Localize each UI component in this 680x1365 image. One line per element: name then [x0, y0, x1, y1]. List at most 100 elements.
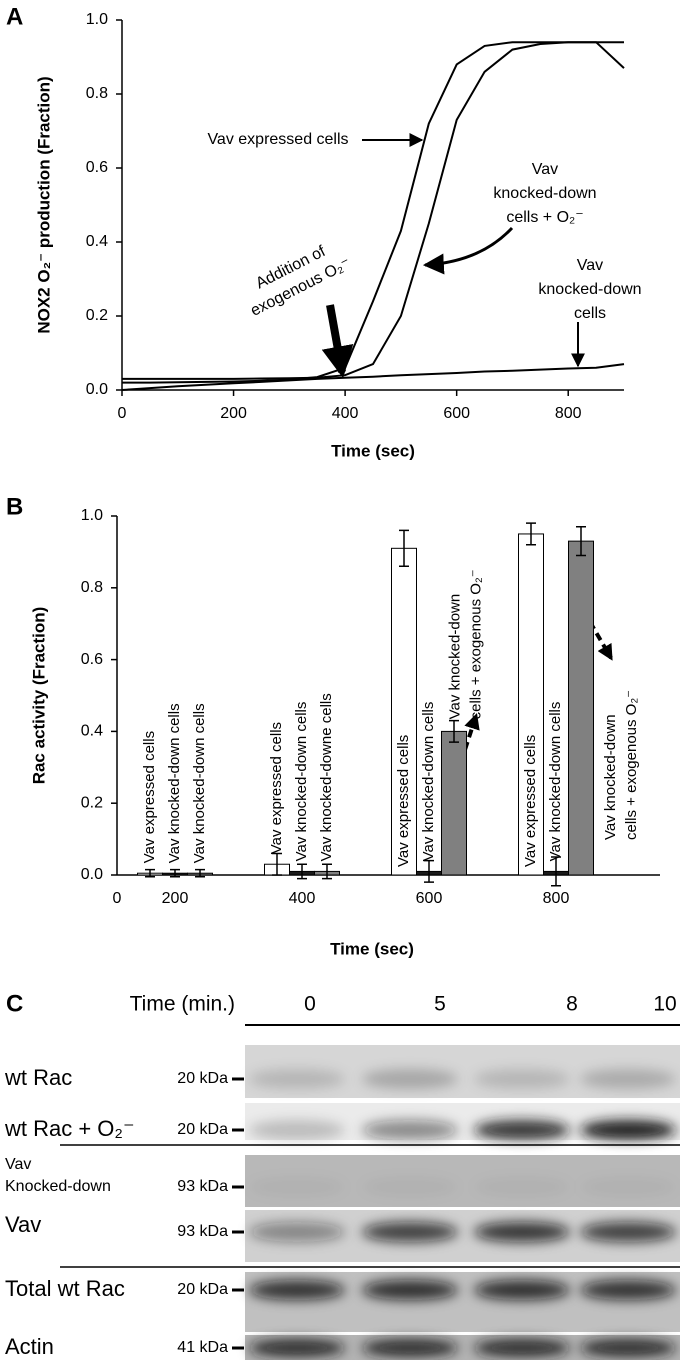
- y-tick-label: 0.8: [81, 579, 103, 596]
- error-bar: [399, 529, 409, 568]
- bar-label: Vav knocked-down cells: [293, 702, 310, 862]
- bar-label: Vav expressed cells: [522, 735, 539, 867]
- bar: [441, 730, 467, 876]
- bar: [391, 547, 417, 876]
- size-label: 41 kDa: [177, 1339, 228, 1356]
- bar-label: Vav expressed cells: [395, 735, 412, 867]
- size-label: 93 kDa: [177, 1178, 228, 1195]
- size-label: 20 kDa: [177, 1281, 228, 1298]
- blot-band: [362, 1177, 458, 1197]
- x-axis-title: Time (sec): [330, 939, 414, 958]
- series-annotation: Vav knocked-down cells: [538, 257, 641, 322]
- bar-label-group: Vav knocked-down cells + exogenous O₂⁻: [602, 690, 640, 840]
- blot-band: [580, 1069, 676, 1089]
- time-value: 0: [304, 993, 316, 1016]
- annotation-arrow: [459, 712, 480, 763]
- error-bar: [526, 522, 536, 546]
- y-tick-label: 0.0: [86, 381, 108, 398]
- y-tick-label: 0.4: [86, 233, 108, 250]
- annotation-group: Addition ofexogenous O₂⁻: [248, 243, 354, 320]
- y-axis-title-group: Rac activity (Fraction): [29, 607, 48, 785]
- x-origin-label: 0: [113, 890, 122, 907]
- bar-label-group: Vav knocked-down cells: [420, 702, 437, 862]
- bar-label: Vav knocked-down cells + exogenous O₂⁻: [602, 690, 640, 840]
- row-label: Actin: [5, 1334, 54, 1359]
- y-axis-title-group: NOX2 O₂⁻ production (Fraction): [34, 76, 53, 333]
- bar-label: Vav knocked-down cells: [191, 703, 208, 863]
- y-tick-label: 1.0: [86, 11, 108, 28]
- bar-label-group: Vav expressed cells: [395, 735, 412, 867]
- bar-label-group: Vav knocked-down cells: [293, 702, 310, 862]
- bar-label: Vav knocked-downe cells: [318, 693, 335, 861]
- row-label: Vav: [5, 1212, 41, 1237]
- error-bar: [170, 868, 180, 878]
- bar-label: Vav expressed cells: [141, 731, 158, 863]
- blot-band: [249, 1177, 345, 1197]
- bar-label: Vav knocked-down cells: [420, 702, 437, 862]
- blot-band: [580, 1280, 676, 1300]
- panel-label: A: [6, 3, 23, 30]
- error-bar: [424, 859, 434, 883]
- x-tick-label: 800: [543, 890, 570, 907]
- bar-label-group: Vav expressed cells: [522, 735, 539, 867]
- blot-band: [362, 1339, 458, 1357]
- x-tick-label: 0: [118, 405, 127, 422]
- size-label: 20 kDa: [177, 1070, 228, 1087]
- panel-label: B: [6, 493, 23, 520]
- series-annotation: Vav expressed cells: [207, 131, 348, 148]
- bar-label: Vav knocked-down cells + exogenous O₂⁻: [446, 569, 484, 719]
- blot-band: [474, 1120, 570, 1140]
- size-label: 20 kDa: [177, 1121, 228, 1138]
- blot-band: [474, 1069, 570, 1089]
- blot-band: [362, 1120, 458, 1140]
- bar-label-group: Vav expressed cells: [141, 731, 158, 863]
- series-annotation: Vav knocked-down cells + O₂⁻: [493, 161, 596, 226]
- y-tick-label: 0.4: [81, 723, 103, 740]
- blot-band: [474, 1339, 570, 1357]
- line: [122, 41, 625, 380]
- line: [121, 363, 625, 391]
- row-label: wt Rac: [4, 1065, 72, 1090]
- blot-band: [249, 1222, 345, 1242]
- y-tick-label: 0.0: [81, 866, 103, 883]
- annotation-arrow: [321, 304, 354, 379]
- error-bar: [576, 526, 586, 557]
- x-tick-label: 800: [555, 405, 582, 422]
- blot-band: [580, 1177, 676, 1197]
- blot-band: [249, 1339, 345, 1357]
- error-bar: [272, 852, 282, 876]
- blot-band: [249, 1280, 345, 1300]
- error-bar: [449, 719, 459, 743]
- x-tick-label: 400: [332, 405, 359, 422]
- y-tick-label: 1.0: [81, 507, 103, 524]
- time-value: 5: [434, 993, 446, 1016]
- x-tick-label: 200: [220, 405, 247, 422]
- bar-label-group: Vav knocked-down cells: [166, 703, 183, 863]
- error-bar: [551, 856, 561, 887]
- annotation-arrow: [422, 226, 514, 275]
- error-bar: [195, 868, 205, 878]
- blot-band: [580, 1222, 676, 1242]
- blot-band: [580, 1339, 676, 1357]
- y-tick-label: 0.6: [86, 159, 108, 176]
- error-bar: [297, 863, 307, 880]
- bar-label-group: Vav knocked-downe cells: [318, 693, 335, 861]
- x-axis-title: Time (sec): [331, 441, 415, 460]
- blot-band: [249, 1120, 345, 1140]
- x-tick-label: 600: [416, 890, 443, 907]
- row-label: wt Rac + O₂⁻: [4, 1116, 135, 1141]
- time-value: 8: [566, 993, 578, 1016]
- bar-label: Vav knocked-down cells: [547, 702, 564, 862]
- time-label: Time (min.): [130, 993, 235, 1016]
- x-tick-label: 400: [289, 890, 316, 907]
- bar-label-group: Vav knocked-down cells: [547, 702, 564, 862]
- bar-label: Vav knocked-down cells: [166, 703, 183, 863]
- time-value: 10: [653, 993, 676, 1016]
- y-tick-label: 0.2: [81, 794, 103, 811]
- blot-band: [580, 1120, 676, 1140]
- blot-band: [474, 1177, 570, 1197]
- blot-band: [362, 1280, 458, 1300]
